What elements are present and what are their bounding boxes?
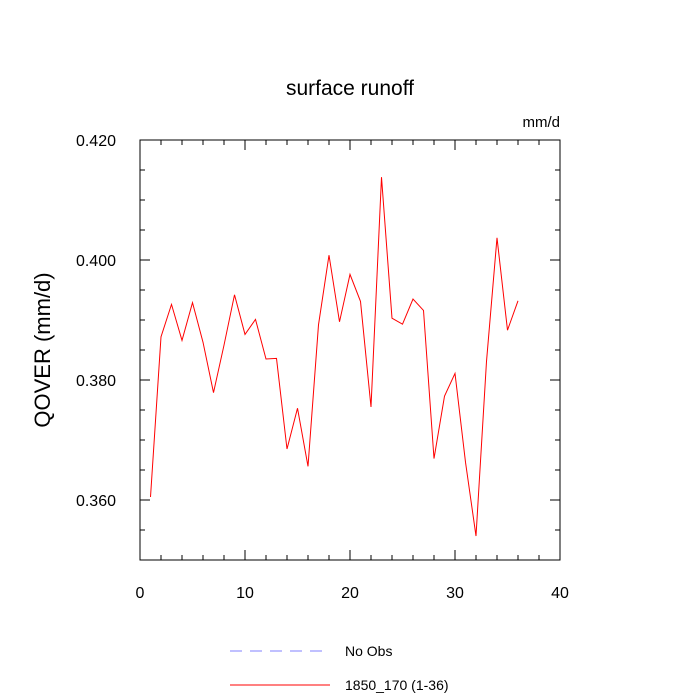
- legend: No Obs 1850_170 (1-36): [230, 643, 449, 693]
- legend-label: 1850_170 (1-36): [345, 677, 449, 693]
- y-tick-label: 0.400: [76, 253, 116, 270]
- x-tick-label: 40: [551, 585, 569, 602]
- y-tick-label: 0.360: [76, 493, 116, 510]
- chart-title: surface runoff: [286, 77, 414, 100]
- y-tick-label: 0.420: [76, 133, 116, 150]
- units-label: mm/d: [523, 114, 561, 131]
- axis-ticks: 0 10 20 30 40 0.360 0.380 0.400 0.420: [76, 133, 569, 602]
- y-axis-label: QOVER (mm/d): [30, 272, 55, 427]
- x-tick-label: 0: [136, 585, 145, 602]
- legend-label: No Obs: [345, 643, 392, 659]
- plot-frame: [139, 139, 561, 561]
- y-tick-label: 0.380: [76, 373, 116, 390]
- x-tick-label: 30: [446, 585, 464, 602]
- x-tick-label: 10: [236, 585, 254, 602]
- series-line: [150, 177, 519, 537]
- x-tick-label: 20: [341, 585, 359, 602]
- series-layer: [150, 177, 519, 537]
